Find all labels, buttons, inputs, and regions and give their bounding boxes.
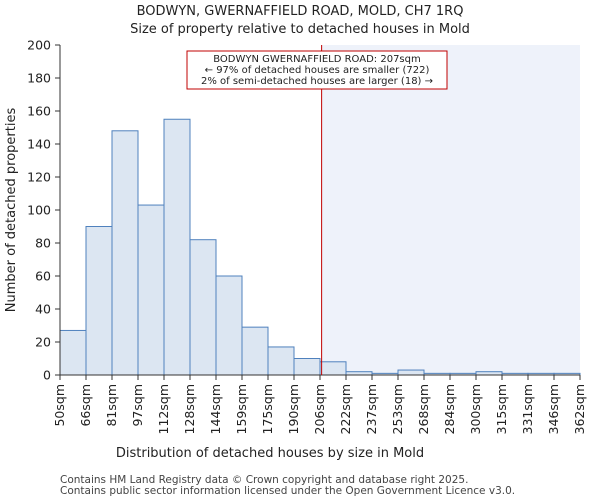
- x-tick-label: 346sqm: [546, 384, 561, 434]
- x-tick-label: 112sqm: [156, 384, 171, 434]
- y-tick-label: 100: [27, 203, 51, 218]
- x-tick-label: 81sqm: [104, 384, 119, 427]
- x-tick-label: 331sqm: [520, 384, 535, 434]
- annotation-line-3: 2% of semi-detached houses are larger (1…: [201, 76, 433, 87]
- bar-206sqm: [319, 361, 347, 376]
- x-tick-label: 175sqm: [260, 384, 275, 434]
- x-tick-label: 268sqm: [416, 384, 431, 434]
- larger-houses-region: [321, 45, 580, 375]
- x-tick-label: 300sqm: [468, 384, 483, 434]
- x-tick-label: 50sqm: [52, 384, 67, 427]
- x-tick-label: 362sqm: [572, 384, 587, 434]
- x-axis-label: Distribution of detached houses by size …: [116, 446, 424, 461]
- annotation-line-1: BODWYN GWERNAFFIELD ROAD: 207sqm: [213, 54, 420, 65]
- x-tick-label: 284sqm: [442, 384, 457, 434]
- x-tick-label: 237sqm: [364, 384, 379, 434]
- bar-112sqm: [163, 118, 191, 376]
- bar-66sqm: [85, 226, 113, 376]
- bar-128sqm: [189, 239, 217, 376]
- bar-144sqm: [215, 275, 243, 376]
- y-axis: 0 20 40 60 80 100 120 140 160 180 200: [27, 38, 61, 383]
- x-tick-label: 159sqm: [234, 384, 249, 434]
- bar-190sqm: [293, 358, 321, 376]
- x-tick-label: 66sqm: [78, 384, 93, 427]
- y-tick-label: 120: [27, 170, 51, 185]
- x-tick-label: 206sqm: [312, 384, 327, 434]
- y-tick-label: 180: [27, 71, 51, 86]
- footer-line-1: Contains HM Land Registry data © Crown c…: [60, 474, 468, 486]
- footer-line-2: Contains public sector information licen…: [60, 485, 515, 497]
- x-tick-label: 253sqm: [390, 384, 405, 434]
- y-tick-label: 20: [35, 335, 51, 350]
- bar-175sqm: [267, 346, 295, 376]
- bar-159sqm: [241, 326, 269, 376]
- y-tick-label: 60: [35, 269, 51, 284]
- y-tick-label: 200: [27, 38, 51, 53]
- x-tick-label: 128sqm: [182, 384, 197, 434]
- x-tick-label: 190sqm: [286, 384, 301, 434]
- x-axis: 50sqm 66sqm 81sqm 97sqm 112sqm 128sqm 144sqm 15…: [52, 374, 587, 434]
- bar-97sqm: [137, 204, 165, 376]
- annotation-frame: [186, 50, 448, 90]
- chart-title: BODWYN, GWERNAFFIELD ROAD, MOLD, CH7 1RQ: [137, 4, 464, 19]
- annotation-line-2: ← 97% of detached houses are smaller (72…: [205, 65, 430, 76]
- y-tick-label: 80: [35, 236, 51, 251]
- y-tick-label: 40: [35, 302, 51, 317]
- x-tick-label: 222sqm: [338, 384, 353, 434]
- histogram-bars: [59, 118, 581, 376]
- bar-81sqm: [111, 130, 139, 376]
- y-tick-label: 0: [43, 368, 51, 383]
- x-tick-label: 97sqm: [130, 384, 145, 427]
- bar-253sqm: [397, 369, 425, 376]
- x-tick-label: 144sqm: [208, 384, 223, 434]
- y-tick-label: 160: [27, 104, 51, 119]
- y-tick-label: 140: [27, 137, 51, 152]
- y-axis-label: Number of detached properties: [4, 108, 19, 313]
- x-tick-label: 315sqm: [494, 384, 509, 434]
- bar-50sqm: [59, 329, 87, 376]
- annotation-box: BODWYN GWERNAFFIELD ROAD: 207sqm ← 97% o…: [186, 50, 448, 90]
- chart-subtitle: Size of property relative to detached ho…: [130, 22, 470, 37]
